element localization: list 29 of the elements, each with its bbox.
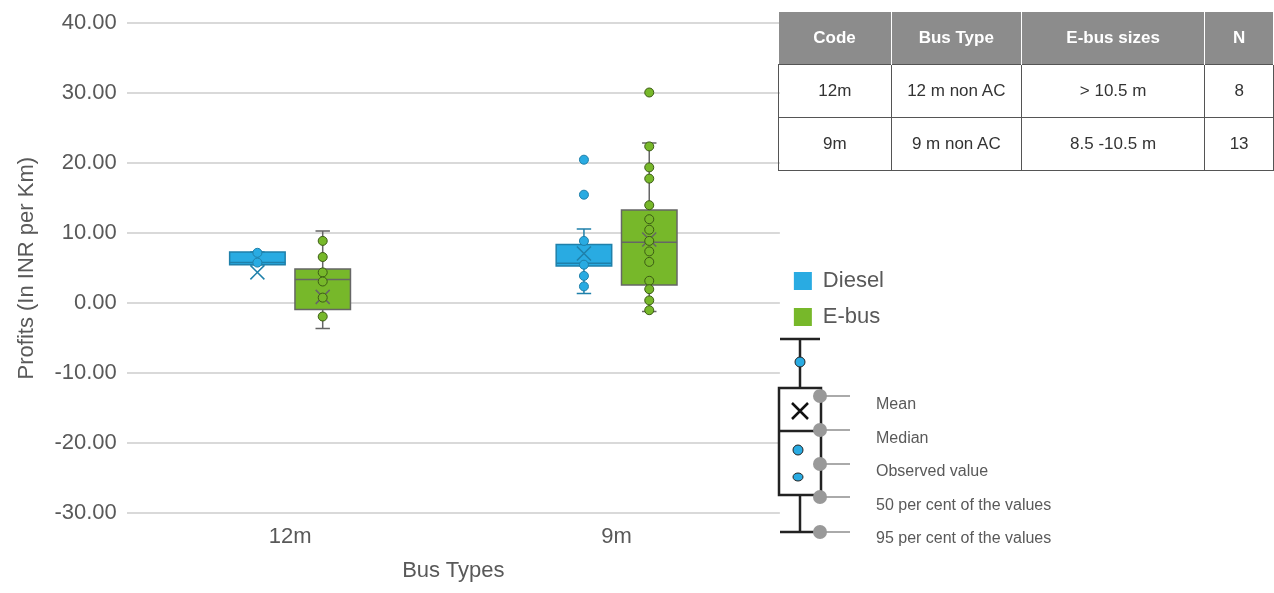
y-tick-label: 40.00: [61, 9, 117, 35]
x-axis-title: Bus Types: [402, 556, 505, 582]
text: 95 per cent of the values: [876, 528, 1052, 548]
text: 9m: [778, 117, 892, 171]
text: 50 per cent of the values: [876, 494, 1052, 515]
text: 8: [1204, 64, 1274, 118]
text: 8.5 -10.5 m: [1021, 117, 1205, 171]
text: Code: [778, 12, 892, 65]
text: E-bus sizes: [1021, 12, 1205, 65]
text: > 10.5 m: [1021, 64, 1205, 118]
y-tick-label: 0.00: [73, 289, 117, 315]
text: 12 m non AC: [891, 64, 1022, 118]
y-tick-label: -20.00: [54, 429, 117, 455]
text: 12m: [778, 64, 892, 118]
legend-label: Diesel: [822, 267, 885, 293]
y-tick-label: -30.00: [54, 499, 117, 525]
text: Bus Type: [891, 12, 1022, 65]
text: Observed value: [876, 461, 990, 481]
text: Median: [876, 427, 930, 448]
y-tick-label: 20.00: [61, 149, 117, 175]
y-tick-label: -10.00: [54, 359, 117, 385]
y-tick-label: 30.00: [61, 79, 117, 105]
y-axis-title: Profits (In INR per Km): [13, 156, 39, 380]
text: 13: [1204, 117, 1274, 171]
text: Mean: [876, 394, 918, 414]
text: 9 m non AC: [891, 117, 1022, 171]
text: N: [1204, 12, 1274, 65]
legend-label: E-bus: [822, 303, 881, 329]
y-tick-label: 10.00: [61, 219, 117, 245]
